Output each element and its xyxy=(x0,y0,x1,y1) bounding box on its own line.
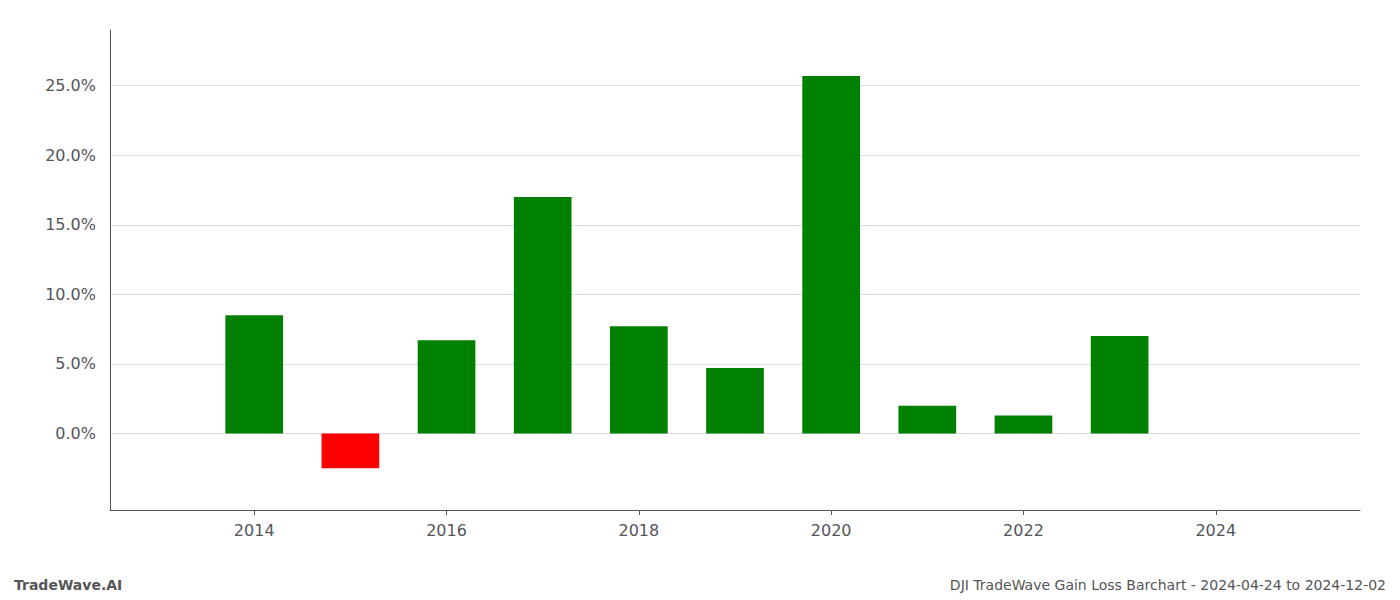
svg-text:2020: 2020 xyxy=(811,521,852,540)
svg-text:20.0%: 20.0% xyxy=(45,146,96,165)
svg-text:2018: 2018 xyxy=(618,521,659,540)
svg-text:10.0%: 10.0% xyxy=(45,285,96,304)
svg-text:5.0%: 5.0% xyxy=(55,354,96,373)
svg-text:2024: 2024 xyxy=(1195,521,1236,540)
svg-text:0.0%: 0.0% xyxy=(55,424,96,443)
svg-text:2014: 2014 xyxy=(234,521,275,540)
svg-text:DJI TradeWave Gain Loss Barcha: DJI TradeWave Gain Loss Barchart - 2024-… xyxy=(950,577,1386,593)
svg-text:2022: 2022 xyxy=(1003,521,1044,540)
svg-text:15.0%: 15.0% xyxy=(45,215,96,234)
svg-text:25.0%: 25.0% xyxy=(45,76,96,95)
svg-text:2016: 2016 xyxy=(426,521,467,540)
svg-text:TradeWave.AI: TradeWave.AI xyxy=(14,577,122,593)
